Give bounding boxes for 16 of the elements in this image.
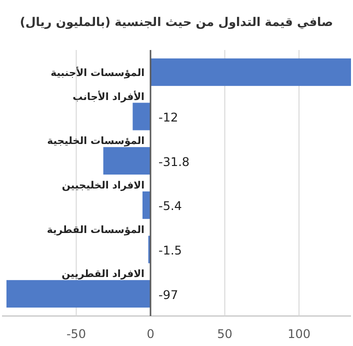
y-tick-label: الأفراد الأجانب xyxy=(72,90,145,103)
data-label: -97 xyxy=(158,288,178,302)
y-tick-label: الافراد القطريين xyxy=(62,269,145,280)
x-tick-label: 100 xyxy=(288,327,310,341)
data-label: -31.8 xyxy=(158,154,190,169)
data-label: -12 xyxy=(158,110,178,124)
x-tick-label: 0 xyxy=(146,327,154,341)
data-label: -5.4 xyxy=(158,199,182,214)
y-tick-label: المؤسسات الأجنبية xyxy=(50,66,145,80)
y-tick-label: المؤسسات الخليجية xyxy=(47,136,145,148)
y-tick-label: الافراد الخليجيين xyxy=(62,180,145,192)
chart-title: صافي قيمة التداول من حيث الجنسية (بالمليون ريال) xyxy=(20,15,334,29)
y-tick-label: المؤسسات القطرية xyxy=(46,224,145,236)
x-tick-label: 50 xyxy=(217,327,232,341)
x-tick-label: -50 xyxy=(66,327,86,341)
data-label: -1.5 xyxy=(158,244,182,258)
